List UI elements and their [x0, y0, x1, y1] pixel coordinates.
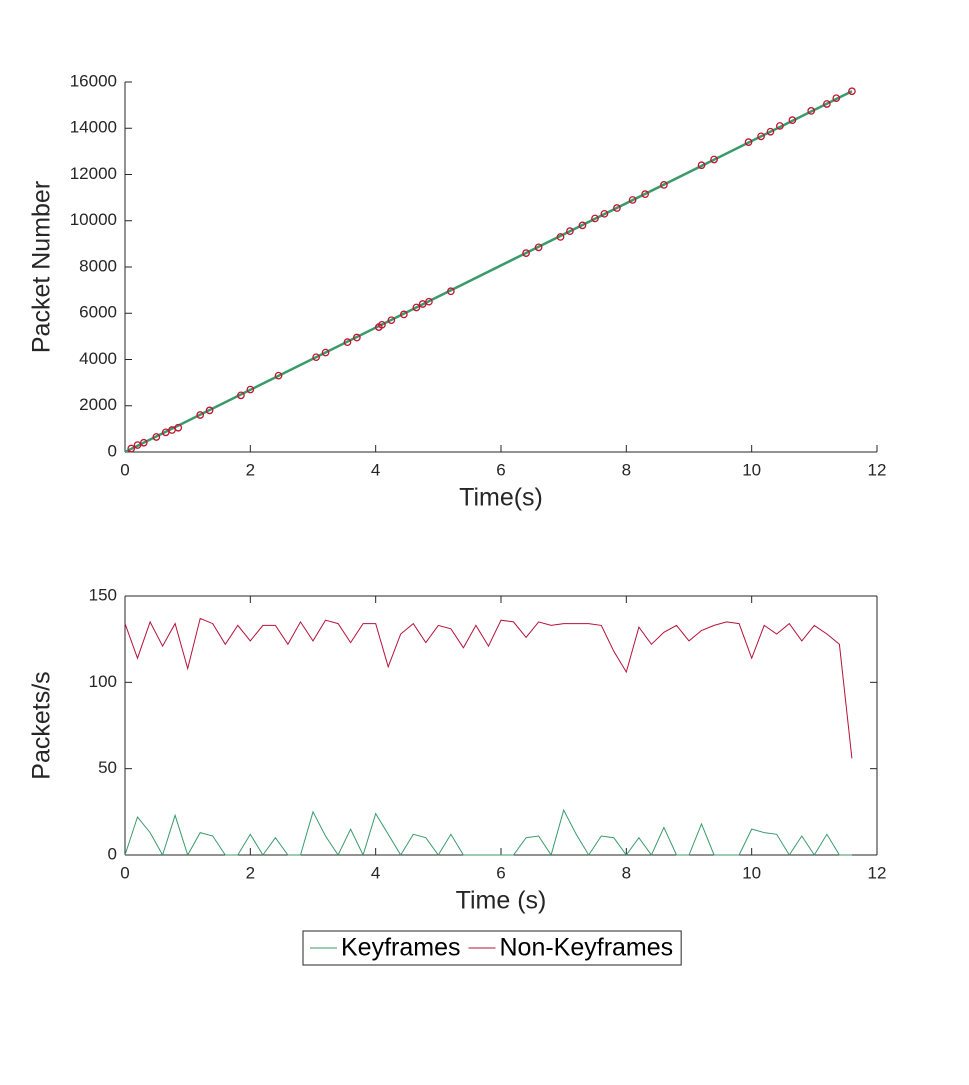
marker	[641, 190, 649, 199]
marker	[807, 107, 816, 115]
x-tick-label: 2	[246, 863, 255, 882]
y-tick-label: 150	[89, 585, 117, 604]
marker	[766, 127, 775, 136]
marker	[387, 316, 396, 325]
x-tick-label: 8	[622, 863, 631, 882]
x-tick-label: 8	[622, 460, 631, 479]
y-tick-label: 6000	[79, 303, 117, 322]
y-tick-label: 100	[89, 672, 117, 691]
marker	[788, 116, 797, 125]
series-line	[124, 90, 853, 454]
y-tick-label: 0	[108, 441, 117, 460]
marker	[556, 233, 565, 241]
marker	[660, 181, 668, 189]
marker	[246, 385, 255, 394]
marker	[127, 444, 136, 453]
x-tick-label: 6	[496, 863, 505, 882]
y-axis-label: Packet Number	[28, 181, 56, 353]
marker	[237, 391, 245, 400]
x-tick-label: 12	[868, 460, 887, 479]
series-line	[124, 808, 852, 857]
x-axis-label: Time (s)	[456, 887, 547, 915]
marker	[823, 100, 831, 108]
marker	[353, 333, 361, 342]
x-tick-label: 10	[742, 460, 761, 479]
marker	[744, 138, 753, 146]
y-tick-label: 12000	[70, 164, 117, 183]
y-tick-label: 8000	[79, 256, 117, 275]
x-tick-label: 6	[496, 460, 505, 479]
marker	[321, 348, 330, 357]
marker	[400, 310, 408, 319]
x-tick-label: 0	[120, 460, 129, 479]
y-tick-label: 50	[98, 758, 117, 777]
marker	[848, 87, 856, 96]
marker	[378, 320, 386, 329]
x-tick-label: 0	[120, 863, 129, 882]
marker	[613, 204, 621, 212]
x-tick-label: 4	[371, 863, 380, 882]
x-tick-label: 12	[868, 863, 887, 882]
marker	[274, 371, 283, 380]
marker	[697, 161, 706, 170]
marker	[196, 411, 205, 419]
marker	[757, 132, 765, 141]
marker	[343, 338, 352, 347]
marker	[205, 406, 214, 415]
legend: Keyframes Non-Keyframes	[302, 930, 682, 966]
y-tick-label: 0	[108, 844, 117, 863]
marker	[534, 243, 543, 252]
x-tick-label: 10	[742, 863, 761, 882]
marker	[628, 196, 637, 204]
marker	[832, 94, 841, 103]
marker	[522, 249, 530, 257]
marker	[174, 423, 183, 432]
marker	[591, 214, 599, 223]
x-tick-label: 2	[246, 460, 255, 479]
y-tick-label: 14000	[70, 118, 117, 137]
y-tick-label: 4000	[79, 349, 117, 368]
x-axis-label: Time(s)	[459, 484, 543, 512]
marker	[425, 297, 433, 306]
y-tick-label: 10000	[70, 210, 117, 229]
marker	[139, 438, 148, 447]
marker	[710, 155, 718, 164]
legend-label: Keyframes	[341, 934, 460, 962]
series-line	[124, 617, 853, 759]
axes: 0 50 100 150 0 2 4 6 8 10 12 Time (s) Packets/s	[28, 585, 887, 914]
marker	[152, 433, 161, 441]
marker	[447, 287, 455, 296]
y-tick-label: 16000	[70, 71, 117, 90]
y-tick-label: 2000	[79, 395, 117, 414]
marker	[312, 353, 320, 362]
axes: 0 2000 4000 6000 8000 10000 12000 14000 16000 0 2 4…	[28, 71, 887, 511]
marker	[412, 303, 421, 312]
y-axis-label: Packets/s	[28, 671, 56, 779]
marker	[600, 209, 609, 218]
marker	[578, 221, 587, 230]
marker	[776, 122, 784, 130]
x-tick-label: 4	[371, 460, 380, 479]
legend-label: Non-Keyframes	[499, 934, 673, 962]
marker	[566, 227, 574, 236]
